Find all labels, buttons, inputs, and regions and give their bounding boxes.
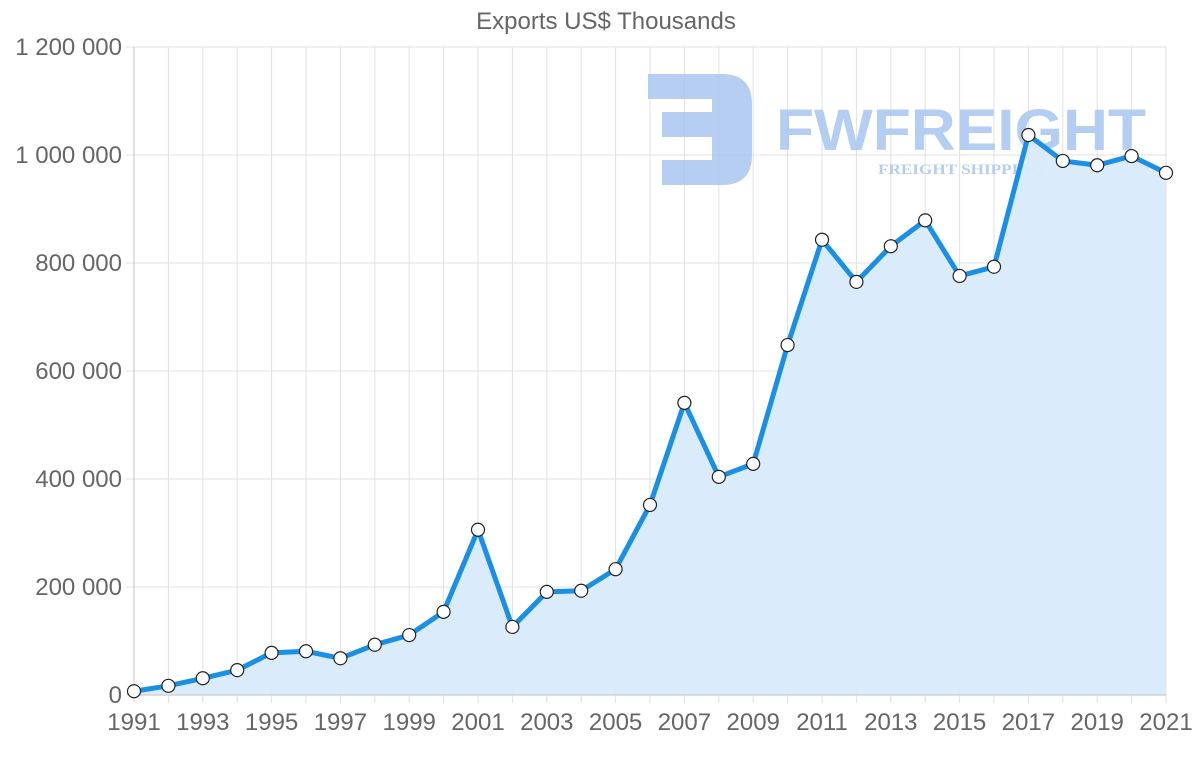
data-point[interactable] xyxy=(608,562,623,577)
y-tick-label: 400 000 xyxy=(35,466,122,493)
watermark-logo: FWFREIGHT FREIGHT SHIPPING xyxy=(648,74,1146,185)
axes xyxy=(133,47,1166,696)
x-tick-label: 1993 xyxy=(176,709,229,736)
data-point[interactable] xyxy=(952,268,967,284)
data-point[interactable] xyxy=(195,671,210,686)
watermark-brand: FWFREIGHT xyxy=(776,98,1146,163)
x-tick-label: 2007 xyxy=(658,709,711,736)
data-point[interactable] xyxy=(780,337,795,353)
data-point[interactable] xyxy=(918,213,933,228)
data-point[interactable] xyxy=(1158,165,1174,180)
data-point[interactable] xyxy=(642,497,658,513)
y-tick-label: 0 xyxy=(109,682,122,709)
data-point[interactable] xyxy=(126,684,142,699)
y-tick-label: 1 200 000 xyxy=(15,34,122,61)
data-point[interactable] xyxy=(505,619,520,635)
data-point[interactable] xyxy=(298,644,314,659)
data-point[interactable] xyxy=(849,274,864,289)
y-tick-label: 600 000 xyxy=(35,358,122,385)
x-tick-label: 1995 xyxy=(245,709,298,736)
y-tick-label: 1 000 000 xyxy=(15,142,122,169)
x-tick-label: 2001 xyxy=(451,709,504,736)
data-point[interactable] xyxy=(677,395,692,410)
x-axis-labels: 1991 1993 1995 1997 1999 2001 2003 2005 2007 2009… xyxy=(107,709,1192,736)
data-point[interactable] xyxy=(1124,148,1139,164)
y-axis-labels: 0 200 000 400 000 600 000 800 000 1 000 000 1 … xyxy=(15,34,122,709)
data-point[interactable] xyxy=(436,604,451,619)
chart-title: Exports US$ Thousands xyxy=(476,8,736,35)
x-tick-label: 2011 xyxy=(796,709,848,736)
watermark-tagline: FREIGHT SHIPPING xyxy=(878,162,1044,178)
data-point[interactable] xyxy=(470,522,486,537)
x-tick-label: 2021 xyxy=(1139,709,1192,736)
y-tick-label: 800 000 xyxy=(35,250,122,277)
x-tick-label: 2015 xyxy=(933,709,986,736)
data-point[interactable] xyxy=(814,232,830,247)
x-tick-label: 2003 xyxy=(520,709,573,736)
data-points xyxy=(126,127,1174,699)
x-tick-label: 2019 xyxy=(1071,709,1124,736)
data-point[interactable] xyxy=(1021,127,1036,143)
x-tick-label: 2017 xyxy=(1002,709,1055,736)
area-fill xyxy=(134,135,1166,695)
data-point[interactable] xyxy=(161,678,176,693)
x-tick-label: 2009 xyxy=(727,709,780,736)
x-tick-label: 2013 xyxy=(864,709,917,736)
data-point[interactable] xyxy=(1055,153,1070,169)
data-point[interactable] xyxy=(402,627,417,643)
data-point[interactable] xyxy=(711,469,726,484)
fw-logo-icon xyxy=(648,74,752,185)
data-point[interactable] xyxy=(986,259,1002,274)
x-tick-label: 1997 xyxy=(314,709,367,736)
data-point[interactable] xyxy=(1090,158,1105,173)
data-point[interactable] xyxy=(264,645,279,660)
x-tick-label: 2005 xyxy=(589,709,642,736)
data-point[interactable] xyxy=(539,584,554,599)
y-tick-label: 200 000 xyxy=(35,574,122,601)
data-point[interactable] xyxy=(746,456,761,471)
data-point[interactable] xyxy=(367,637,382,652)
data-point[interactable] xyxy=(333,651,348,666)
data-point[interactable] xyxy=(230,663,245,678)
x-tick-label: 1991 xyxy=(107,709,160,736)
data-point[interactable] xyxy=(574,583,589,598)
data-point[interactable] xyxy=(883,239,898,254)
x-tick-label: 1999 xyxy=(383,709,436,736)
